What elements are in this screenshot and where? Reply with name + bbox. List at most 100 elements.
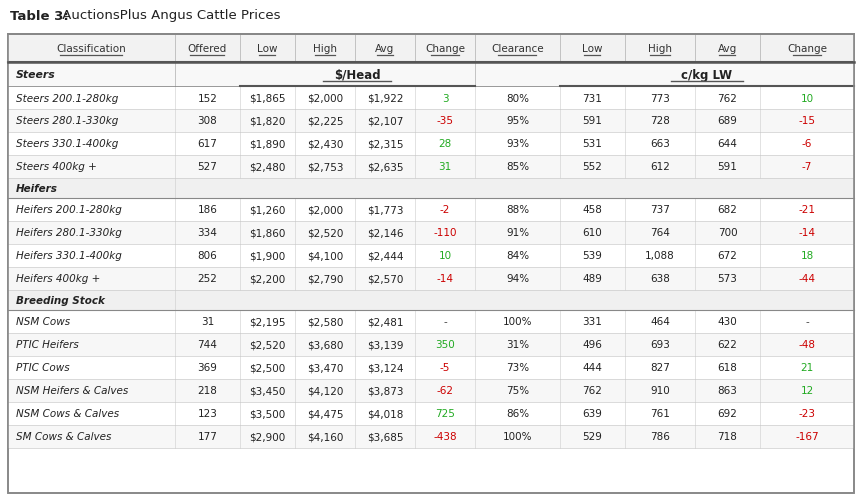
Bar <box>8 268 853 291</box>
Text: $1,820: $1,820 <box>249 116 285 126</box>
Text: 331: 331 <box>582 317 602 327</box>
Text: $2,900: $2,900 <box>249 432 285 441</box>
Text: -14: -14 <box>797 228 815 238</box>
Bar <box>8 425 853 448</box>
Text: 718: 718 <box>716 432 736 441</box>
Text: 93%: 93% <box>505 139 529 149</box>
Text: 252: 252 <box>197 274 217 284</box>
Text: 617: 617 <box>197 139 217 149</box>
Text: $2,520: $2,520 <box>307 228 343 238</box>
Text: Steers 200.1-280kg: Steers 200.1-280kg <box>16 93 118 103</box>
Text: PTIC Heifers: PTIC Heifers <box>16 340 78 350</box>
Text: 638: 638 <box>649 274 669 284</box>
Text: 612: 612 <box>649 162 669 172</box>
Text: 91%: 91% <box>505 228 529 238</box>
Text: 644: 644 <box>716 139 736 149</box>
Text: NSM Cows & Calves: NSM Cows & Calves <box>16 409 119 419</box>
Text: 761: 761 <box>649 409 669 419</box>
Text: $3,685: $3,685 <box>366 432 403 441</box>
Text: Steers 400kg +: Steers 400kg + <box>16 162 96 172</box>
Text: 910: 910 <box>649 386 669 396</box>
Text: -35: -35 <box>436 116 453 126</box>
Text: Change: Change <box>786 44 826 54</box>
Text: Heifers 400kg +: Heifers 400kg + <box>16 274 100 284</box>
Text: 591: 591 <box>582 116 602 126</box>
Text: 531: 531 <box>582 139 602 149</box>
Text: SM Cows & Calves: SM Cows & Calves <box>16 432 111 441</box>
Text: Table 3:: Table 3: <box>10 10 69 23</box>
Text: 663: 663 <box>649 139 669 149</box>
Text: -110: -110 <box>433 228 456 238</box>
Text: Change: Change <box>424 44 464 54</box>
Text: Clearance: Clearance <box>491 44 543 54</box>
Text: $2,580: $2,580 <box>307 317 343 327</box>
Text: Breeding Stock: Breeding Stock <box>16 296 105 306</box>
Bar <box>8 198 853 221</box>
Text: $2,500: $2,500 <box>249 363 285 373</box>
Text: 21: 21 <box>800 363 813 373</box>
Text: 464: 464 <box>649 317 669 327</box>
Text: Low: Low <box>257 44 277 54</box>
Text: 458: 458 <box>582 205 602 215</box>
Text: $2,520: $2,520 <box>249 340 285 350</box>
Text: $3,139: $3,139 <box>366 340 403 350</box>
Bar <box>8 244 853 268</box>
Text: 806: 806 <box>197 251 217 261</box>
Text: 786: 786 <box>649 432 669 441</box>
Text: $2,225: $2,225 <box>307 116 343 126</box>
Bar <box>8 35 853 63</box>
Text: $1,900: $1,900 <box>249 251 285 261</box>
Text: $2,753: $2,753 <box>307 162 343 172</box>
Text: 692: 692 <box>716 409 736 419</box>
Text: 725: 725 <box>435 409 455 419</box>
Text: 31: 31 <box>201 317 214 327</box>
Text: -2: -2 <box>439 205 449 215</box>
Text: 18: 18 <box>800 251 813 261</box>
Bar <box>8 221 853 244</box>
Text: $1,922: $1,922 <box>366 93 403 103</box>
Text: $1,773: $1,773 <box>366 205 403 215</box>
Text: 444: 444 <box>582 363 602 373</box>
Text: -: - <box>804 317 808 327</box>
Text: 369: 369 <box>197 363 217 373</box>
Bar <box>8 402 853 425</box>
Text: $4,160: $4,160 <box>307 432 343 441</box>
Text: $1,890: $1,890 <box>249 139 285 149</box>
Text: NSM Heifers & Calves: NSM Heifers & Calves <box>16 386 128 396</box>
Text: 489: 489 <box>582 274 602 284</box>
Text: 863: 863 <box>716 386 736 396</box>
Text: 762: 762 <box>716 93 736 103</box>
Text: 529: 529 <box>582 432 602 441</box>
Text: 100%: 100% <box>502 317 531 327</box>
Text: 700: 700 <box>717 228 736 238</box>
Text: 527: 527 <box>197 162 217 172</box>
Bar <box>8 356 853 379</box>
Text: 152: 152 <box>197 93 217 103</box>
Text: 762: 762 <box>582 386 602 396</box>
Text: 10: 10 <box>438 251 451 261</box>
Text: 350: 350 <box>435 340 455 350</box>
Text: $3,500: $3,500 <box>249 409 285 419</box>
Text: -14: -14 <box>436 274 453 284</box>
Text: $3,873: $3,873 <box>366 386 403 396</box>
Text: Heifers: Heifers <box>16 184 58 193</box>
Text: $3,470: $3,470 <box>307 363 343 373</box>
Text: 827: 827 <box>649 363 669 373</box>
Text: $3,124: $3,124 <box>366 363 403 373</box>
Text: 672: 672 <box>716 251 736 261</box>
Text: 85%: 85% <box>505 162 529 172</box>
Bar <box>8 110 853 133</box>
Text: Offered: Offered <box>188 44 226 54</box>
Text: $4,018: $4,018 <box>367 409 403 419</box>
Text: 591: 591 <box>716 162 736 172</box>
Text: 552: 552 <box>582 162 602 172</box>
Text: 639: 639 <box>582 409 602 419</box>
Text: 123: 123 <box>197 409 217 419</box>
Text: 308: 308 <box>197 116 217 126</box>
Text: 744: 744 <box>197 340 217 350</box>
Text: 88%: 88% <box>505 205 529 215</box>
Text: 737: 737 <box>649 205 669 215</box>
Text: $4,120: $4,120 <box>307 386 343 396</box>
Text: 731: 731 <box>582 93 602 103</box>
Text: 80%: 80% <box>505 93 529 103</box>
